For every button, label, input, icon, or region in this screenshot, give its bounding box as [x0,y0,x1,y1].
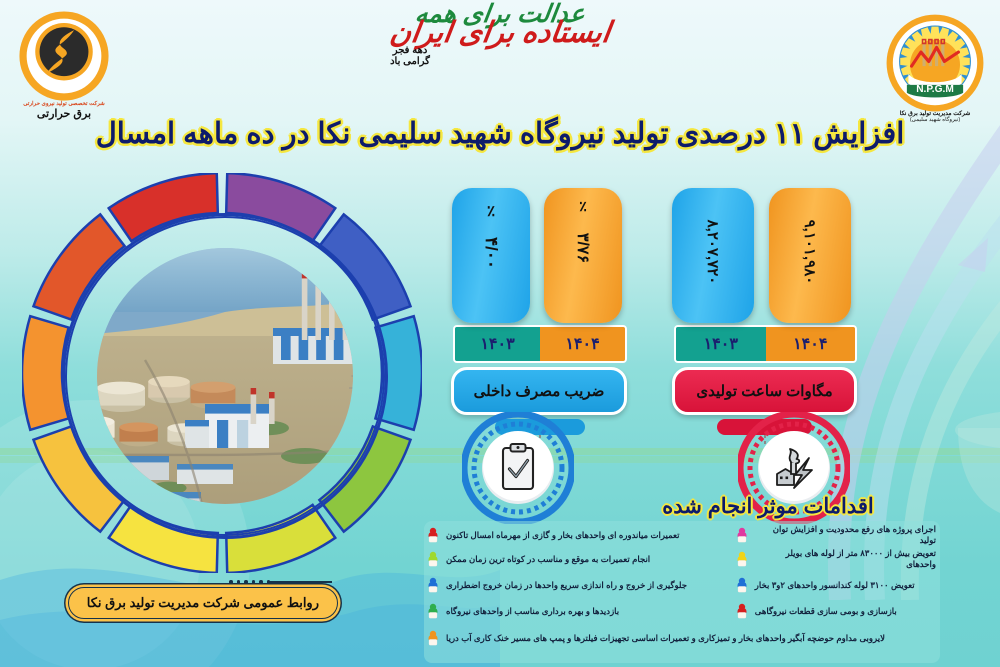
svg-text:N.P.G.M: N.P.G.M [916,84,954,95]
